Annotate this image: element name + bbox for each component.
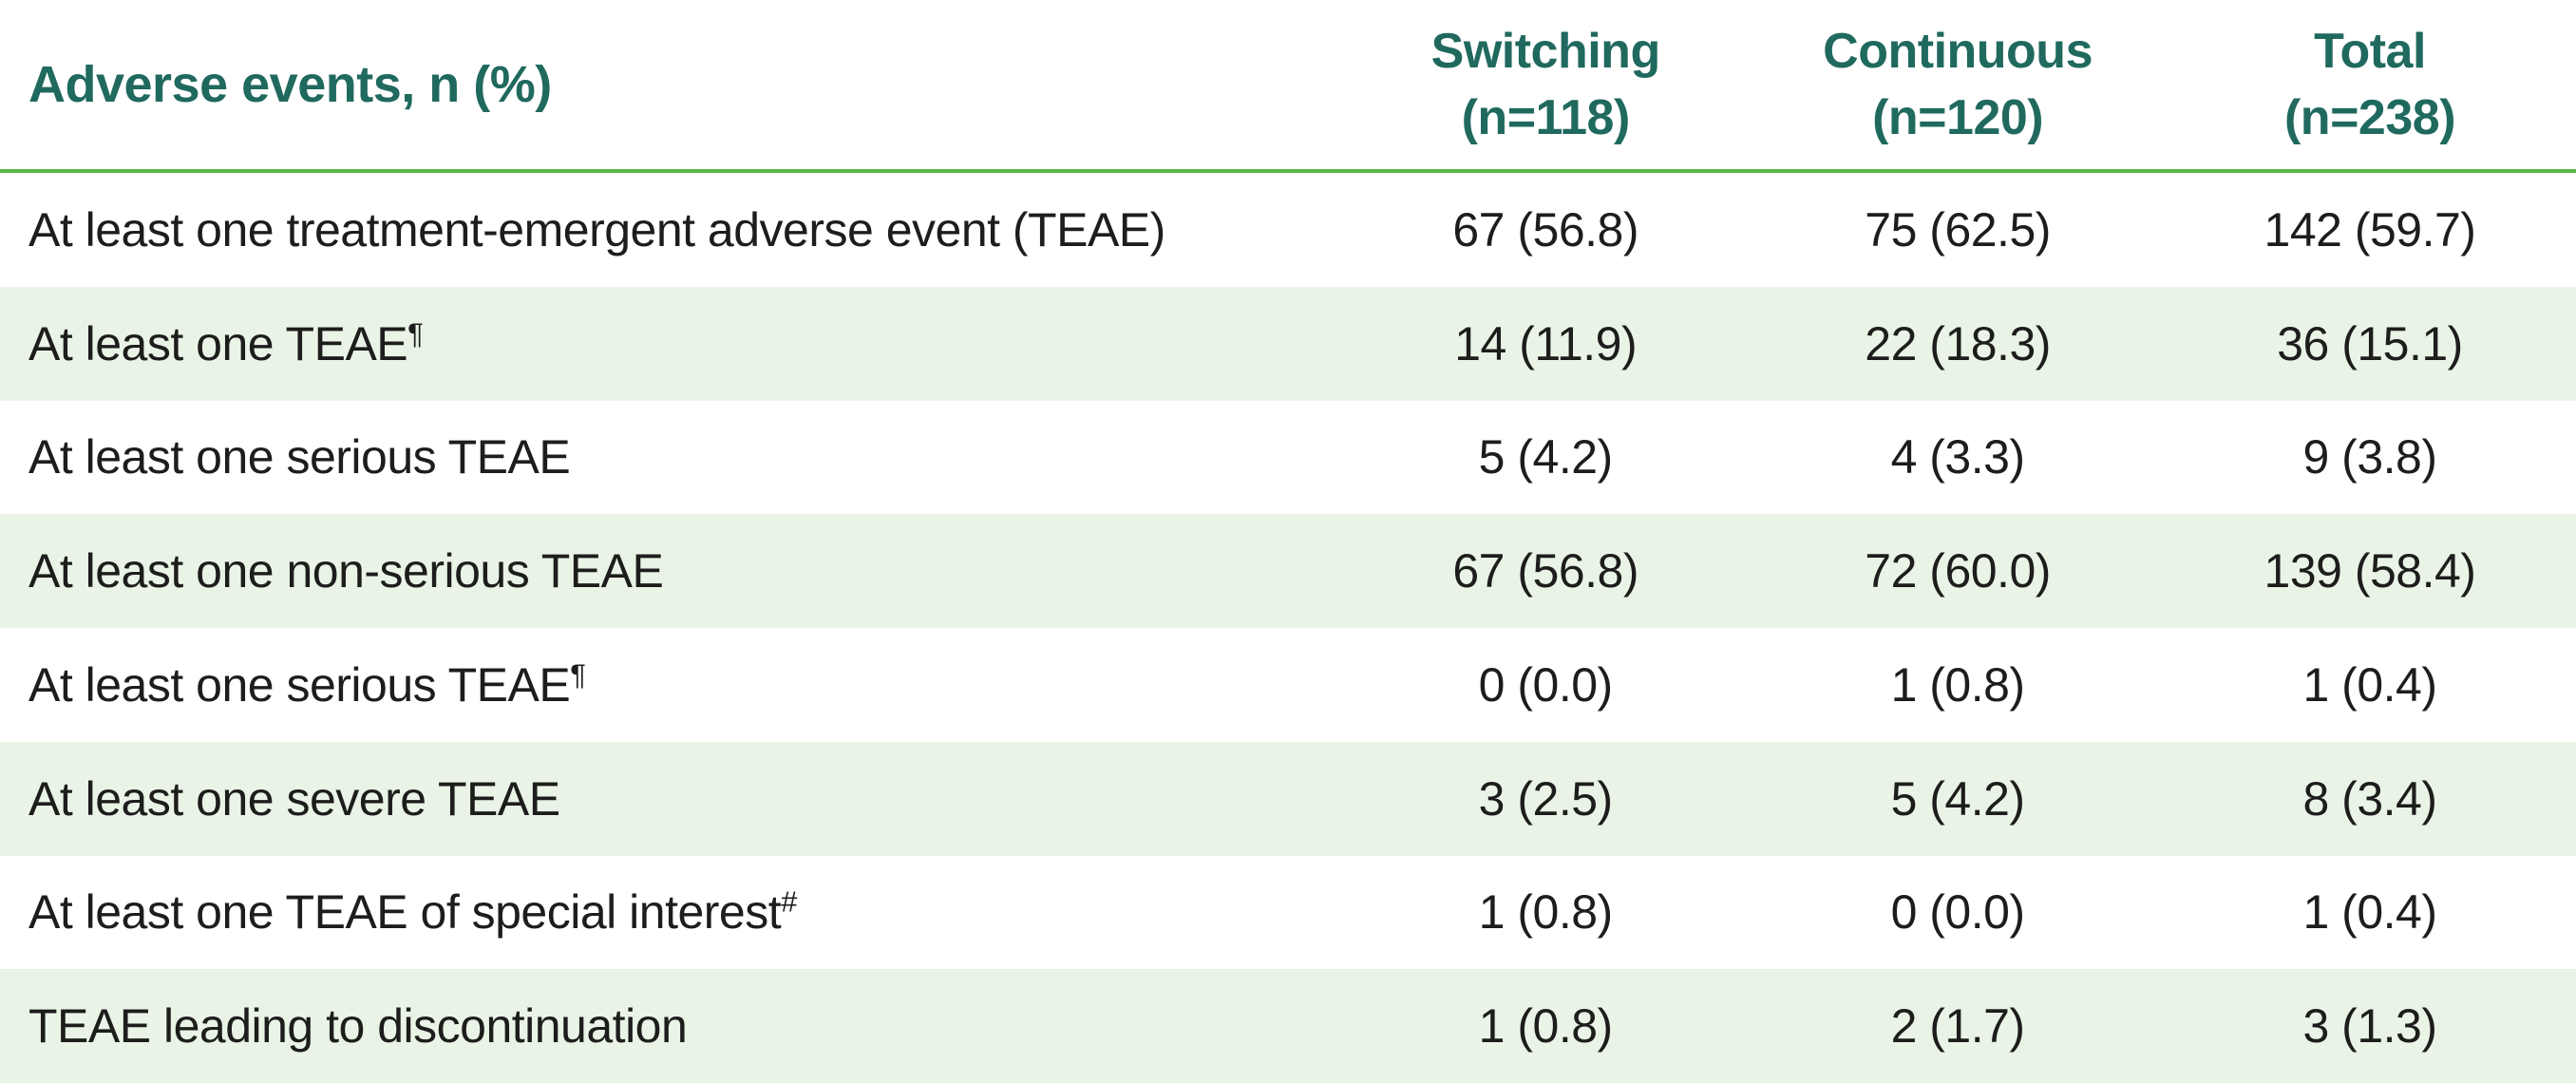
value-continuous: 4 (3.3) — [1890, 430, 2026, 484]
value-continuous: 1 (0.8) — [1890, 657, 2026, 712]
value-total: 9 (3.8) — [2302, 430, 2437, 484]
column-header-total: Total (n=238) — [2164, 0, 2576, 169]
row-footnote-marker: ¶ — [570, 657, 586, 692]
column-header-continuous-name: Continuous — [1823, 23, 2093, 79]
row-label: TEAE leading to discontinuation — [0, 998, 1339, 1054]
value-total: 36 (15.1) — [2277, 316, 2463, 370]
row-label-text: At least one treatment-emergent adverse … — [28, 202, 1165, 256]
value-continuous: 5 (4.2) — [1890, 771, 2026, 826]
row-label: At least one TEAE¶ — [0, 316, 1339, 371]
row-label: At least one non-serious TEAE — [0, 543, 1339, 598]
row-label-text: At least one serious TEAE — [28, 657, 571, 712]
table-row: At least one TEAE¶ 14 (11.9) 22 (18.3) 3… — [0, 286, 2576, 401]
value-switching: 67 (56.8) — [1452, 202, 1638, 256]
table-header-row: Adverse events, n (%) Switching (n=118) … — [0, 0, 2576, 173]
value-total: 142 (59.7) — [2263, 202, 2476, 256]
value-switching: 1 (0.8) — [1478, 885, 1614, 940]
value-switching: 0 (0.0) — [1478, 657, 1614, 712]
column-header-continuous: Continuous (n=120) — [1752, 0, 2164, 169]
table-body: At least one treatment-emergent adverse … — [0, 173, 2576, 1083]
table-row: At least one TEAE of special interest# 1… — [0, 856, 2576, 970]
value-continuous: 75 (62.5) — [1865, 202, 2051, 256]
row-label: At least one serious TEAE¶ — [0, 657, 1339, 712]
value-total: 139 (58.4) — [2263, 544, 2476, 598]
value-total: 1 (0.4) — [2302, 657, 2437, 712]
value-switching: 3 (2.5) — [1478, 771, 1614, 826]
value-switching: 14 (11.9) — [1454, 316, 1638, 370]
table-row: At least one treatment-emergent adverse … — [0, 173, 2576, 287]
column-header-total-name: Total — [2314, 23, 2426, 79]
row-label-text: At least one TEAE — [28, 316, 408, 370]
value-continuous: 0 (0.0) — [1890, 885, 2026, 940]
value-continuous: 2 (1.7) — [1890, 999, 2026, 1054]
table-row: At least one non-serious TEAE 67 (56.8) … — [0, 514, 2576, 628]
row-label-text: TEAE leading to discontinuation — [28, 999, 688, 1054]
table-row: TEAE leading to discontinuation 1 (0.8) … — [0, 969, 2576, 1083]
row-label: At least one TEAE of special interest# — [0, 884, 1339, 940]
row-label: At least one serious TEAE — [0, 429, 1339, 484]
row-label-text: At least one severe TEAE — [28, 771, 560, 826]
value-continuous: 72 (60.0) — [1865, 544, 2051, 598]
value-switching: 5 (4.2) — [1478, 430, 1614, 484]
column-header-switching-name: Switching — [1430, 23, 1661, 79]
value-total: 1 (0.4) — [2302, 885, 2437, 940]
value-continuous: 22 (18.3) — [1865, 316, 2051, 370]
column-header-switching-n: (n=118) — [1461, 90, 1631, 145]
table-row: At least one serious TEAE 5 (4.2) 4 (3.3… — [0, 401, 2576, 515]
value-switching: 1 (0.8) — [1478, 999, 1614, 1054]
row-footnote-marker: ¶ — [407, 315, 424, 350]
value-total: 8 (3.4) — [2302, 771, 2437, 826]
column-header-switching: Switching (n=118) — [1339, 0, 1752, 169]
value-switching: 67 (56.8) — [1452, 544, 1638, 598]
row-label-text: At least one serious TEAE — [28, 430, 571, 484]
row-footnote-marker: # — [781, 884, 797, 919]
row-label: At least one severe TEAE — [0, 771, 1339, 826]
column-header-continuous-n: (n=120) — [1872, 90, 2044, 145]
row-label-text: At least one TEAE of special interest — [28, 885, 782, 940]
header-adverse-events: Adverse events, n (%) — [28, 56, 552, 113]
value-total: 3 (1.3) — [2302, 999, 2437, 1054]
row-label: At least one treatment-emergent adverse … — [0, 202, 1339, 257]
row-label-text: At least one non-serious TEAE — [28, 544, 664, 598]
table-row: At least one severe TEAE 3 (2.5) 5 (4.2)… — [0, 741, 2576, 856]
table-row: At least one serious TEAE¶ 0 (0.0) 1 (0.… — [0, 628, 2576, 742]
column-header-total-n: (n=238) — [2283, 90, 2456, 145]
